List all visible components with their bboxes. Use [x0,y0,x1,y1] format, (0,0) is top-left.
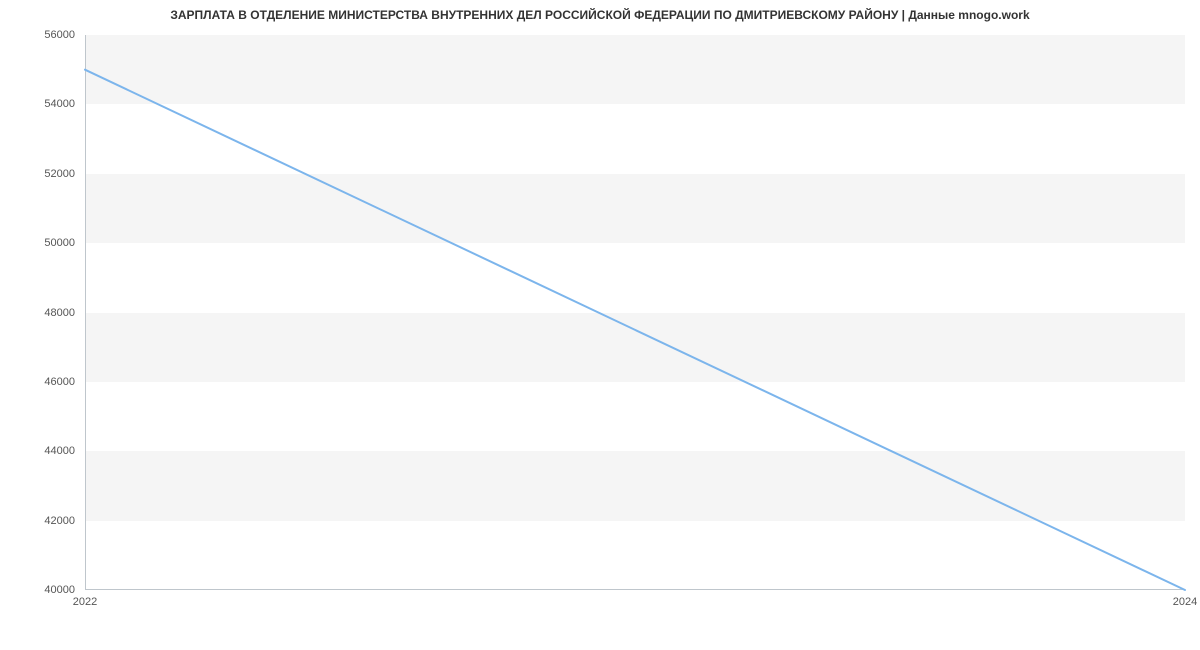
y-tick-label: 42000 [44,515,75,527]
y-tick-label: 56000 [44,29,75,41]
series-line-salary [85,70,1185,590]
line-layer [85,35,1185,590]
y-tick-label: 40000 [44,584,75,596]
chart-container: ЗАРПЛАТА В ОТДЕЛЕНИЕ МИНИСТЕРСТВА ВНУТРЕ… [0,0,1200,650]
y-tick-label: 46000 [44,376,75,388]
y-tick-label: 48000 [44,307,75,319]
x-tick-label: 2024 [1173,596,1197,608]
plot-area: 4000042000440004600048000500005200054000… [85,35,1185,590]
y-tick-label: 54000 [44,98,75,110]
x-tick-label: 2022 [73,596,97,608]
chart-title: ЗАРПЛАТА В ОТДЕЛЕНИЕ МИНИСТЕРСТВА ВНУТРЕ… [0,8,1200,22]
y-tick-label: 50000 [44,237,75,249]
y-tick-label: 44000 [44,445,75,457]
y-tick-label: 52000 [44,168,75,180]
